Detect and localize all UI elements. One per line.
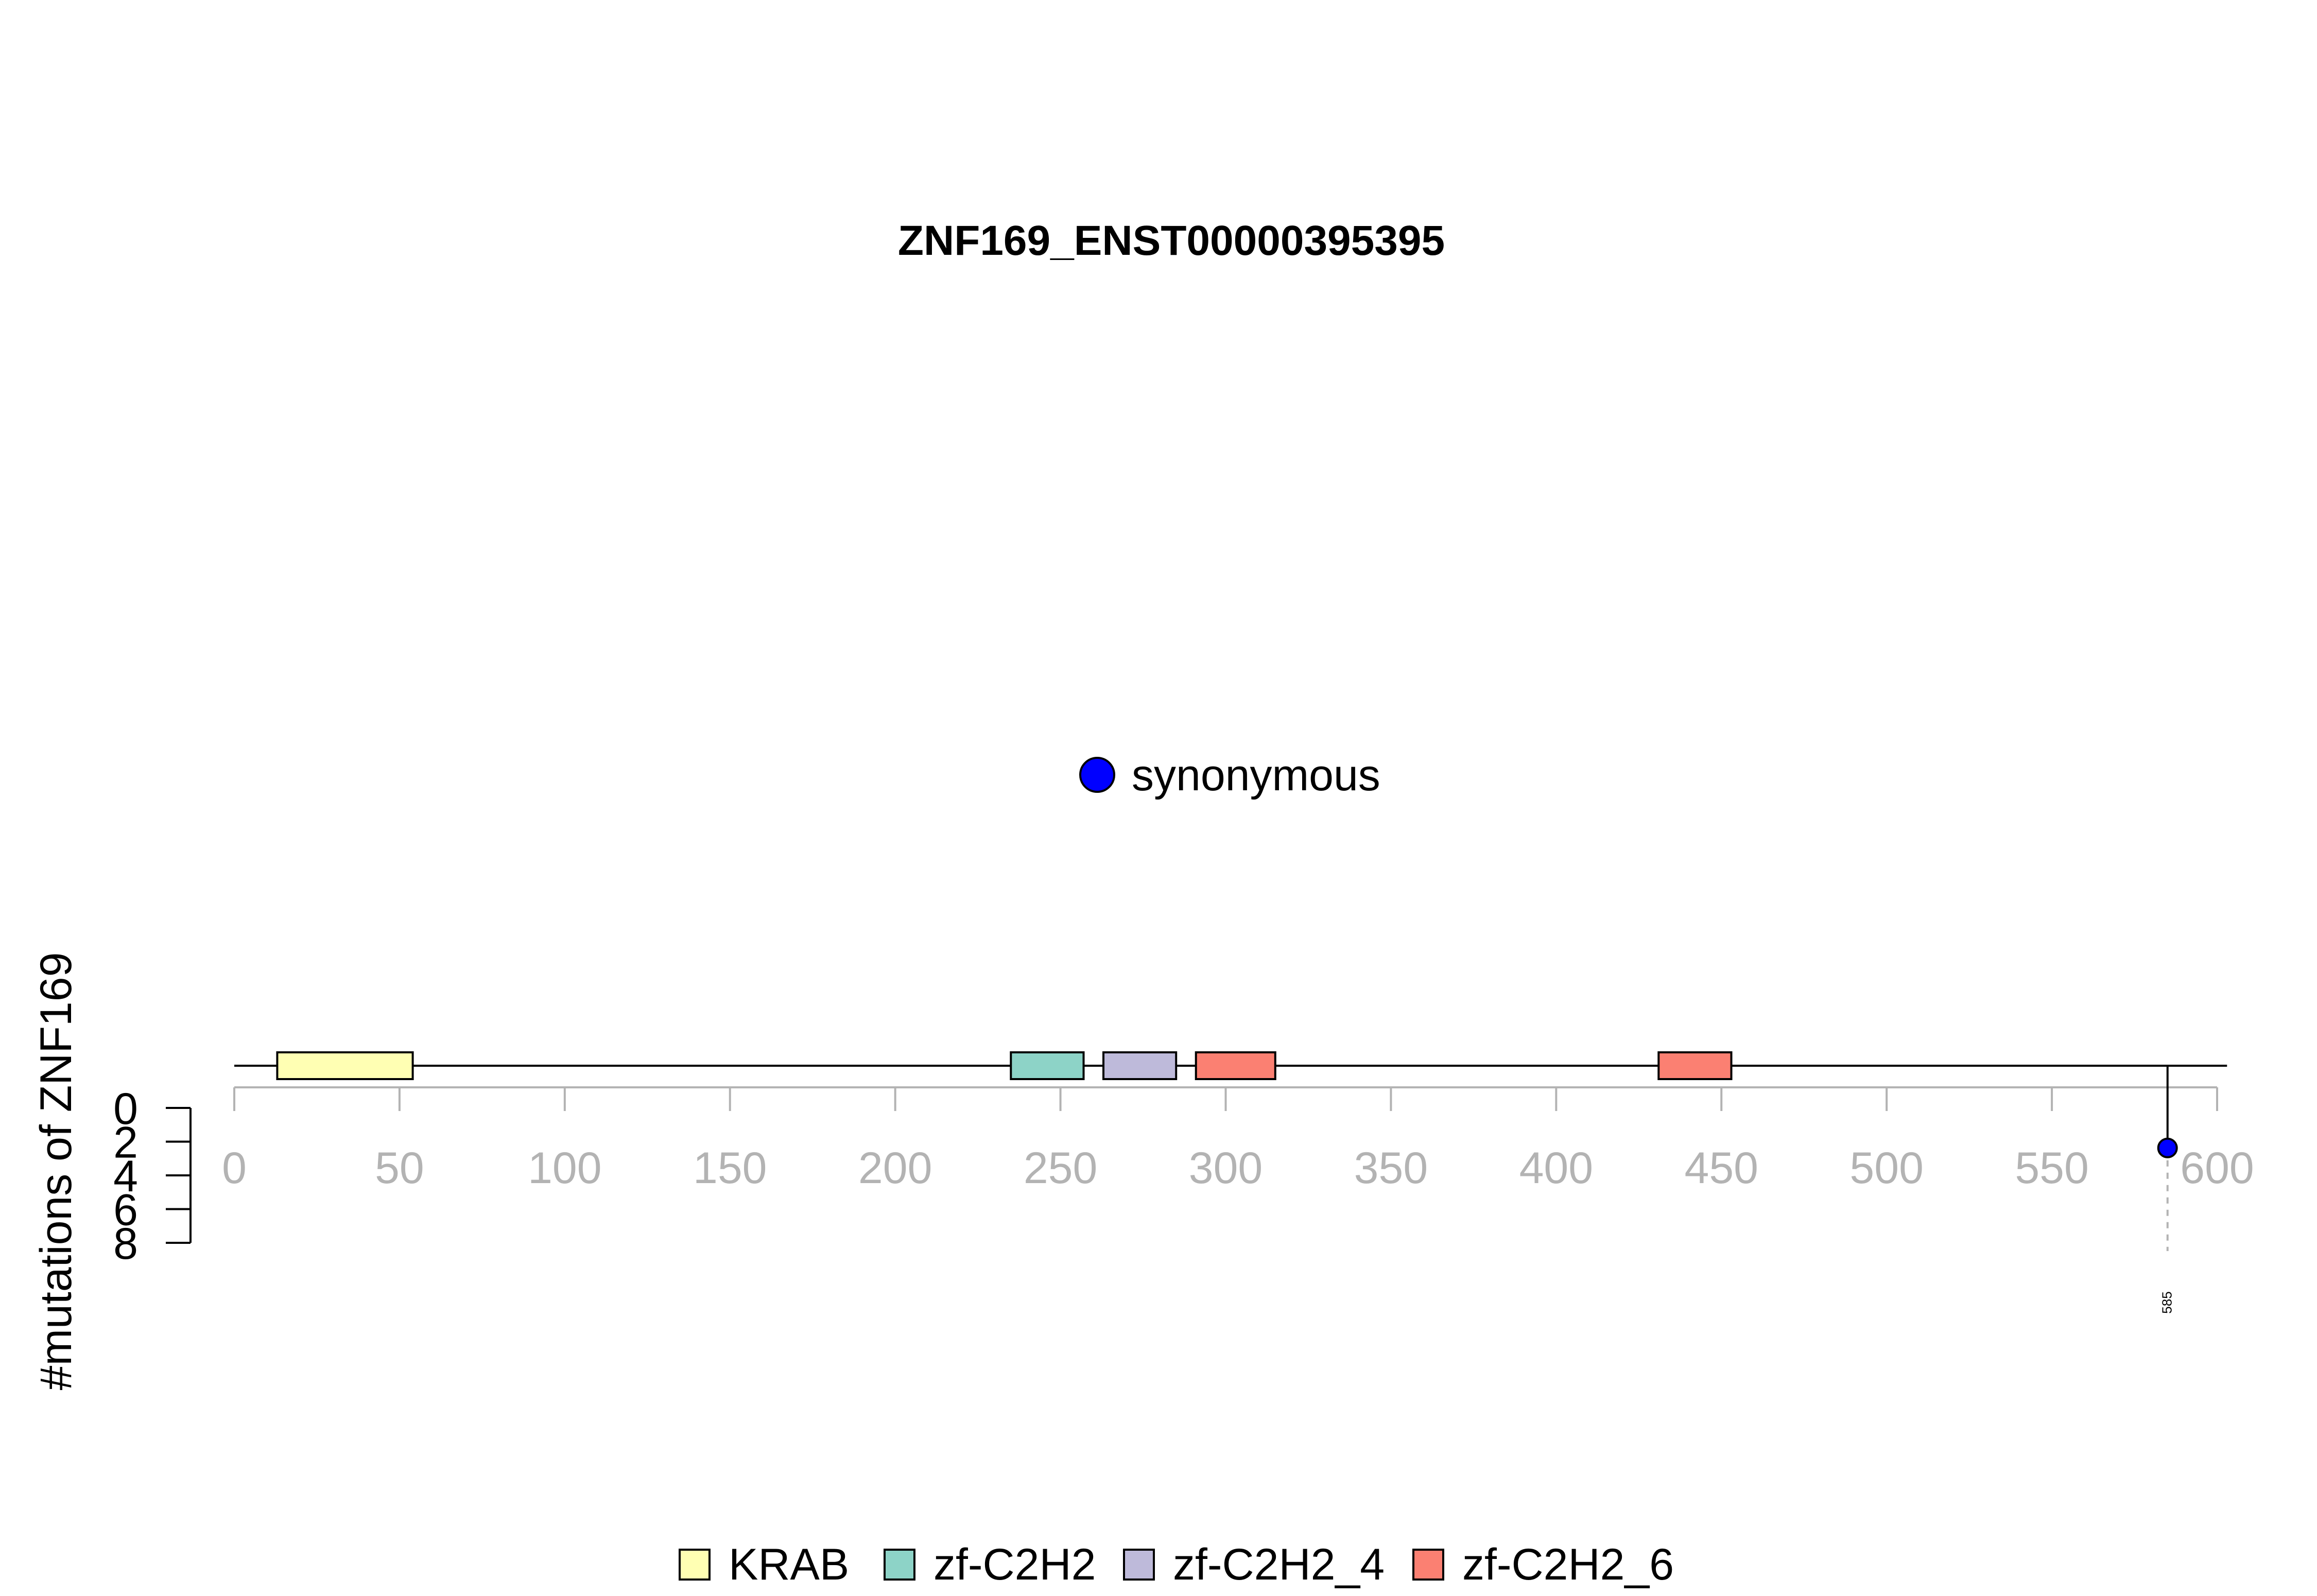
chart-title: ZNF169_ENST00000395395 — [898, 217, 1445, 264]
domain-legend-label: KRAB — [729, 1540, 849, 1589]
domain-legend-label: zf-C2H2_4 — [1173, 1540, 1385, 1589]
mutation-legend-marker — [1079, 757, 1115, 793]
domain-legend-swatch — [884, 1549, 915, 1581]
y-tick-label: 4 — [113, 1152, 138, 1201]
x-tick-label: 300 — [1189, 1143, 1263, 1193]
domain-legend-swatch — [1123, 1549, 1155, 1581]
protein-track — [234, 1051, 2227, 1080]
y-tick-label: 2 — [113, 1118, 138, 1168]
x-tick-label: 50 — [375, 1143, 424, 1193]
mutation-legend: synonymous — [1079, 751, 1380, 800]
x-axis: 0 50 100 150 200 250 300 350 400 450 500 550 600 — [222, 1086, 2254, 1193]
domain-legend-label: zf-C2H2_6 — [1462, 1540, 1674, 1589]
domain-zf-C2H2_6 — [1195, 1051, 1276, 1080]
x-tick-label: 450 — [1685, 1143, 1759, 1193]
x-tick-label: 100 — [528, 1143, 602, 1193]
mutation-point — [2157, 1137, 2178, 1158]
mutation-legend-label: synonymous — [1132, 751, 1380, 800]
x-tick-label: 0 — [222, 1143, 247, 1193]
y-tick-label: 8 — [113, 1219, 138, 1269]
x-tick-label: 400 — [1519, 1143, 1594, 1193]
x-tick-label: 350 — [1354, 1143, 1428, 1193]
y-tick-label: 0 — [113, 1084, 138, 1134]
x-tick-label: 250 — [1024, 1143, 1098, 1193]
x-tick-label: 200 — [858, 1143, 932, 1193]
mutations: 585 — [2157, 1066, 2178, 1314]
domain-legend: KRAB zf-C2H2 zf-C2H2_4 zf-C2H2_6 — [679, 1540, 1674, 1589]
domain-legend-label: zf-C2H2 — [933, 1540, 1096, 1589]
domain-zf-C2H2_4 — [1102, 1051, 1178, 1080]
domain-KRAB — [276, 1051, 414, 1080]
domain-legend-swatch — [1412, 1549, 1444, 1581]
domain-zf-C2H2_6 — [1657, 1051, 1733, 1080]
x-tick-label: 550 — [2015, 1143, 2089, 1193]
y-axis-title: #mutations of ZNF169 — [31, 952, 81, 1391]
domain-zf-C2H2 — [1010, 1051, 1085, 1080]
mutation-label: 585 — [2159, 1291, 2175, 1313]
x-tick-label: 500 — [1849, 1143, 1924, 1193]
y-tick-label: 6 — [113, 1186, 138, 1235]
x-tick-label: 600 — [2180, 1143, 2254, 1193]
domain-legend-swatch — [679, 1549, 711, 1581]
x-tick-label: 150 — [693, 1143, 767, 1193]
